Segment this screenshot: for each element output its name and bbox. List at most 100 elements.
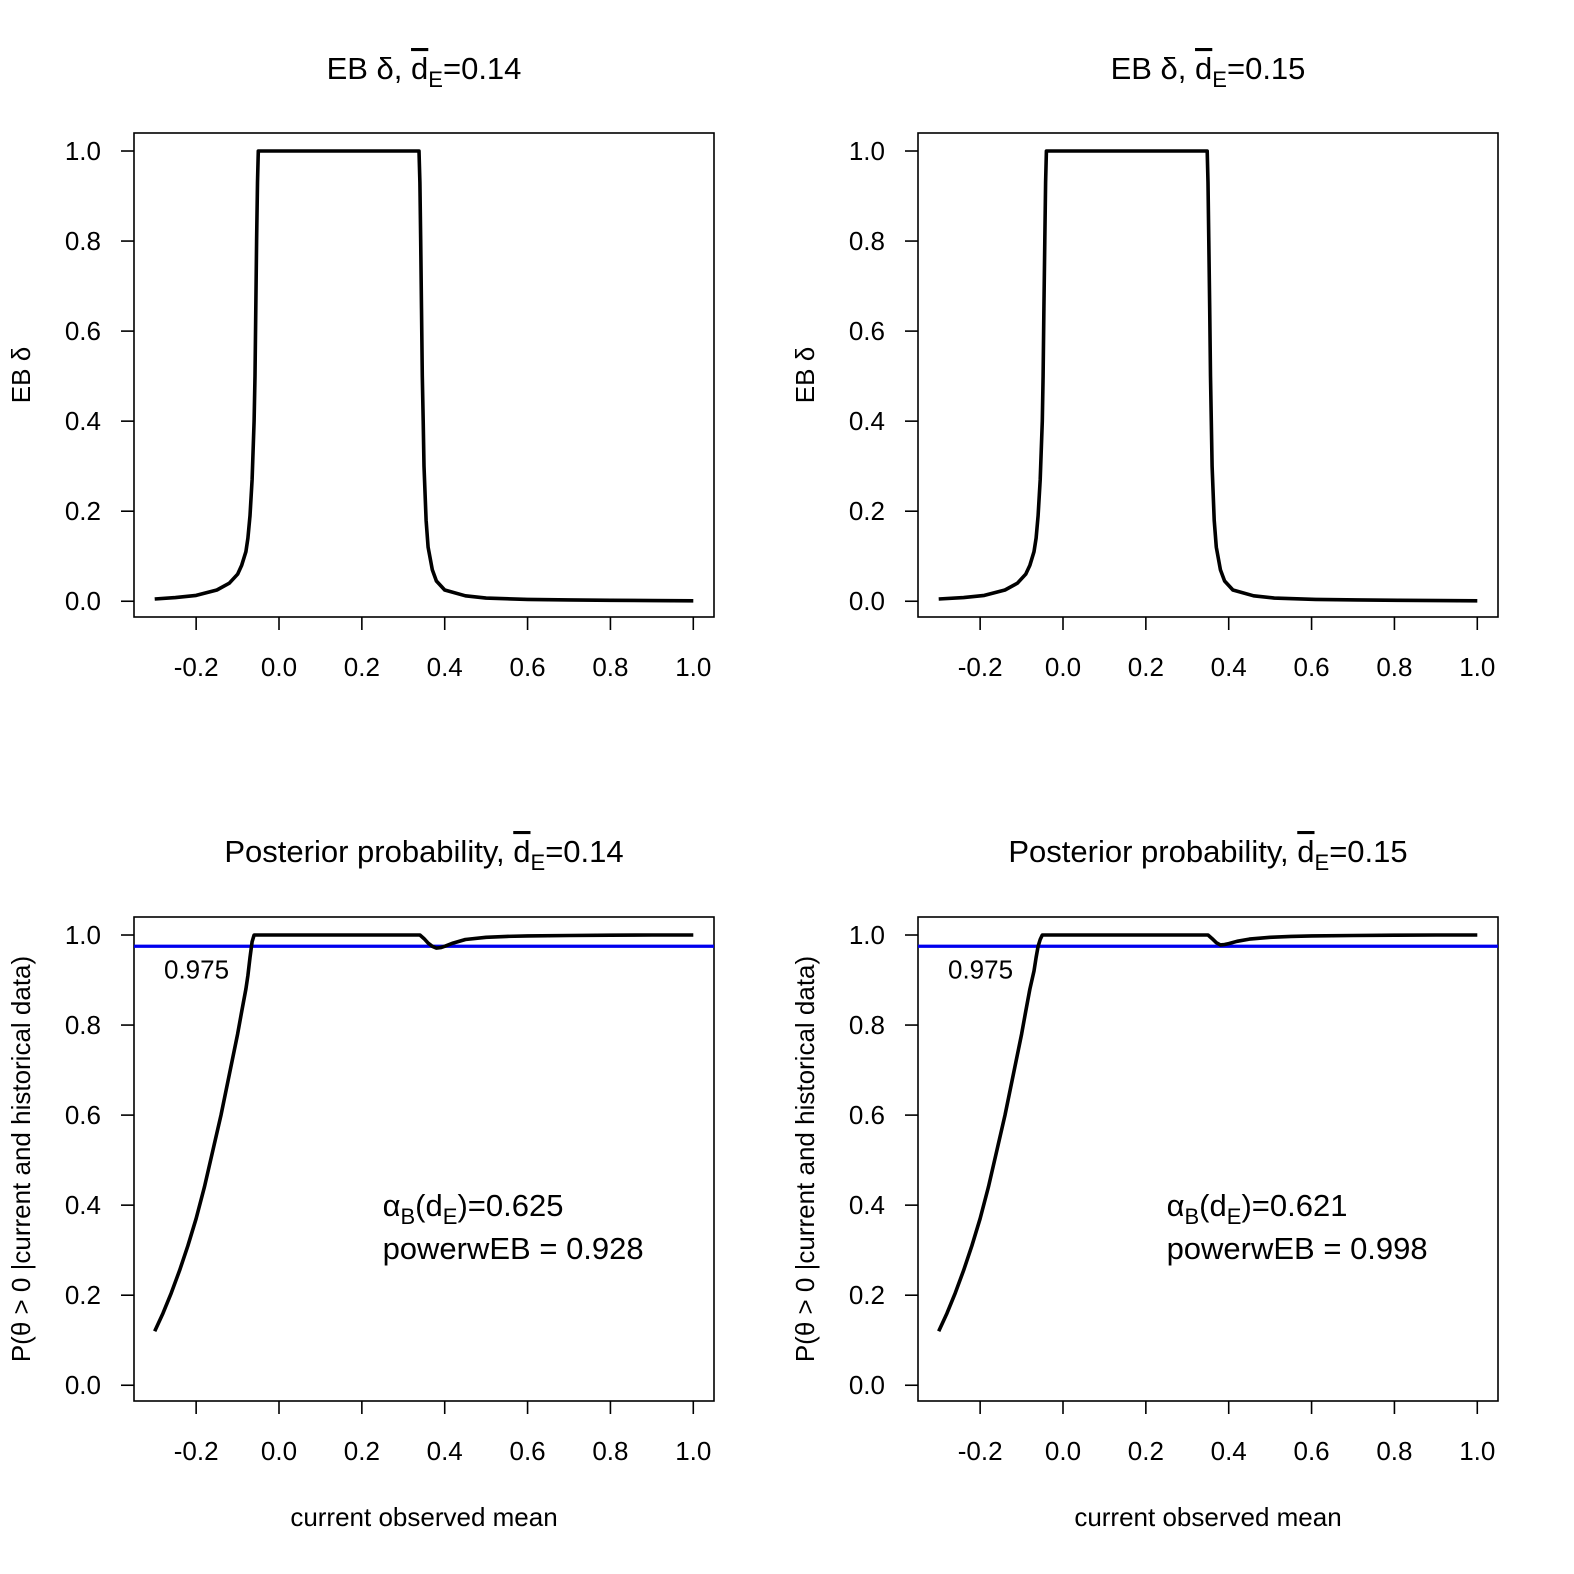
alpha-paren: (d bbox=[1199, 1188, 1227, 1223]
y-tick-label: 0.8 bbox=[65, 226, 101, 256]
x-tick-label: 0.6 bbox=[1293, 652, 1329, 682]
x-tick-label: -0.2 bbox=[174, 1436, 219, 1466]
alpha-greek: α bbox=[1167, 1188, 1185, 1223]
y-tick-label: 0.8 bbox=[849, 1010, 885, 1040]
plot-frame bbox=[917, 916, 1499, 1402]
x-tick-label: -0.2 bbox=[174, 652, 219, 682]
x-tick-label: 0.2 bbox=[344, 1436, 380, 1466]
x-tick-label: 0.2 bbox=[344, 652, 380, 682]
chart-panel-post-014: Posterior probability, dE=0.14-0.2 0.0 0.2… bbox=[6, 834, 715, 1532]
title-subscript: E bbox=[1315, 850, 1330, 875]
alpha-subscript-e: E bbox=[443, 1204, 458, 1229]
x-tick-label: 0.2 bbox=[1128, 652, 1164, 682]
power-annotation: powerwEB = 0.928 bbox=[383, 1231, 644, 1266]
x-tick-label: 1.0 bbox=[1459, 652, 1495, 682]
y-tick-label: 0.2 bbox=[849, 1280, 885, 1310]
y-tick-label: 0.4 bbox=[65, 406, 101, 436]
y-tick-label: 0.6 bbox=[849, 1100, 885, 1130]
y-tick-label: 0.2 bbox=[65, 496, 101, 526]
x-tick-label: 0.6 bbox=[1293, 1436, 1329, 1466]
x-tick-label: 1.0 bbox=[675, 652, 711, 682]
series-line bbox=[154, 149, 694, 603]
alpha-value: )=0.625 bbox=[457, 1188, 563, 1223]
x-tick-label: 0.4 bbox=[1211, 1436, 1247, 1466]
y-tick-label: 1.0 bbox=[65, 136, 101, 166]
plot-frame bbox=[133, 916, 715, 1402]
x-tick-label: 0.0 bbox=[261, 652, 297, 682]
alpha-greek: α bbox=[383, 1188, 401, 1223]
title-value: =0.14 bbox=[443, 51, 521, 86]
y-tick-label: 0.4 bbox=[849, 1190, 885, 1220]
title-prefix: Posterior probability, bbox=[224, 834, 513, 869]
y-tick-label: 0.8 bbox=[65, 1010, 101, 1040]
x-tick-label: 0.0 bbox=[1045, 1436, 1081, 1466]
y-tick-label: 0.0 bbox=[849, 1370, 885, 1400]
alpha-paren: (d bbox=[415, 1188, 443, 1223]
y-tick-label: 0.6 bbox=[65, 316, 101, 346]
y-tick-label: 0.2 bbox=[65, 1280, 101, 1310]
y-tick-label: 0.0 bbox=[849, 586, 885, 616]
x-tick-label: 1.0 bbox=[675, 1436, 711, 1466]
title-variable: d bbox=[513, 834, 530, 869]
y-tick-label: 0.8 bbox=[849, 226, 885, 256]
title-prefix: EB δ, bbox=[327, 51, 411, 86]
x-tick-label: 0.2 bbox=[1128, 1436, 1164, 1466]
y-tick-label: 1.0 bbox=[849, 136, 885, 166]
threshold-label: 0.975 bbox=[948, 954, 1013, 984]
y-tick-label: 0.4 bbox=[65, 1190, 101, 1220]
title-value: =0.15 bbox=[1227, 51, 1305, 86]
x-axis-label: current observed mean bbox=[290, 1502, 557, 1532]
alpha-annotation: αB(dE)=0.625 bbox=[383, 1188, 564, 1229]
title-variable: d bbox=[1195, 51, 1212, 86]
chart-title: Posterior probability, dE=0.15 bbox=[1008, 834, 1407, 875]
alpha-subscript: B bbox=[1184, 1204, 1199, 1229]
x-tick-label: -0.2 bbox=[958, 652, 1003, 682]
y-tick-label: 0.6 bbox=[65, 1100, 101, 1130]
title-prefix: EB δ, bbox=[1111, 51, 1195, 86]
title-value: =0.14 bbox=[545, 834, 623, 869]
y-axis-label: P(θ > 0 |current and historical data) bbox=[6, 956, 36, 1362]
title-subscript: E bbox=[428, 67, 443, 92]
x-tick-label: 0.4 bbox=[1211, 652, 1247, 682]
x-tick-label: -0.2 bbox=[958, 1436, 1003, 1466]
power-annotation: powerwEB = 0.998 bbox=[1167, 1231, 1428, 1266]
y-tick-label: 1.0 bbox=[65, 920, 101, 950]
x-axis-label: current observed mean bbox=[1074, 1502, 1341, 1532]
y-tick-label: 0.6 bbox=[849, 316, 885, 346]
x-tick-label: 0.0 bbox=[1045, 652, 1081, 682]
x-tick-label: 0.4 bbox=[427, 652, 463, 682]
chart-panel-post-015: Posterior probability, dE=0.15 -0.2 0.0 0.2… bbox=[790, 834, 1499, 1532]
series-line bbox=[938, 149, 1478, 603]
chart-title: Posterior probability, dE=0.14 bbox=[224, 834, 623, 875]
x-tick-label: 0.6 bbox=[509, 652, 545, 682]
title-variable: d bbox=[411, 51, 428, 86]
alpha-value: )=0.621 bbox=[1241, 1188, 1347, 1223]
plot-frame bbox=[917, 132, 1499, 618]
y-axis-label: P(θ > 0 |current and historical data) bbox=[790, 956, 820, 1362]
y-tick-label: 0.4 bbox=[849, 406, 885, 436]
x-tick-label: 0.0 bbox=[261, 1436, 297, 1466]
y-tick-label: 1.0 bbox=[849, 920, 885, 950]
x-tick-label: 0.8 bbox=[592, 1436, 628, 1466]
y-axis-label: EB δ bbox=[6, 347, 36, 403]
alpha-annotation: αB(dE)=0.621 bbox=[1167, 1188, 1348, 1229]
chart-panel-eb-015: EB δ, dE=0.15 -0.2 0.0 0.2 0.4 0.6 0.8 1.0 0.0 0.… bbox=[790, 51, 1499, 682]
x-tick-label: 0.8 bbox=[1376, 652, 1412, 682]
threshold-label: 0.975 bbox=[164, 954, 229, 984]
x-tick-label: 0.8 bbox=[592, 652, 628, 682]
series-line bbox=[153, 933, 694, 1332]
x-tick-label: 0.6 bbox=[509, 1436, 545, 1466]
title-subscript: E bbox=[531, 850, 546, 875]
alpha-subscript: B bbox=[400, 1204, 415, 1229]
y-tick-label: 0.0 bbox=[65, 1370, 101, 1400]
series-line bbox=[937, 933, 1478, 1332]
title-variable: d bbox=[1297, 834, 1314, 869]
title-prefix: Posterior probability, bbox=[1008, 834, 1297, 869]
chart-title: EB δ, dE=0.15 bbox=[1111, 51, 1306, 92]
title-subscript: E bbox=[1212, 67, 1227, 92]
x-tick-label: 0.4 bbox=[427, 1436, 463, 1466]
chart-title: EB δ, dE=0.14 bbox=[327, 51, 522, 92]
x-tick-label: 0.8 bbox=[1376, 1436, 1412, 1466]
y-tick-label: 0.2 bbox=[849, 496, 885, 526]
